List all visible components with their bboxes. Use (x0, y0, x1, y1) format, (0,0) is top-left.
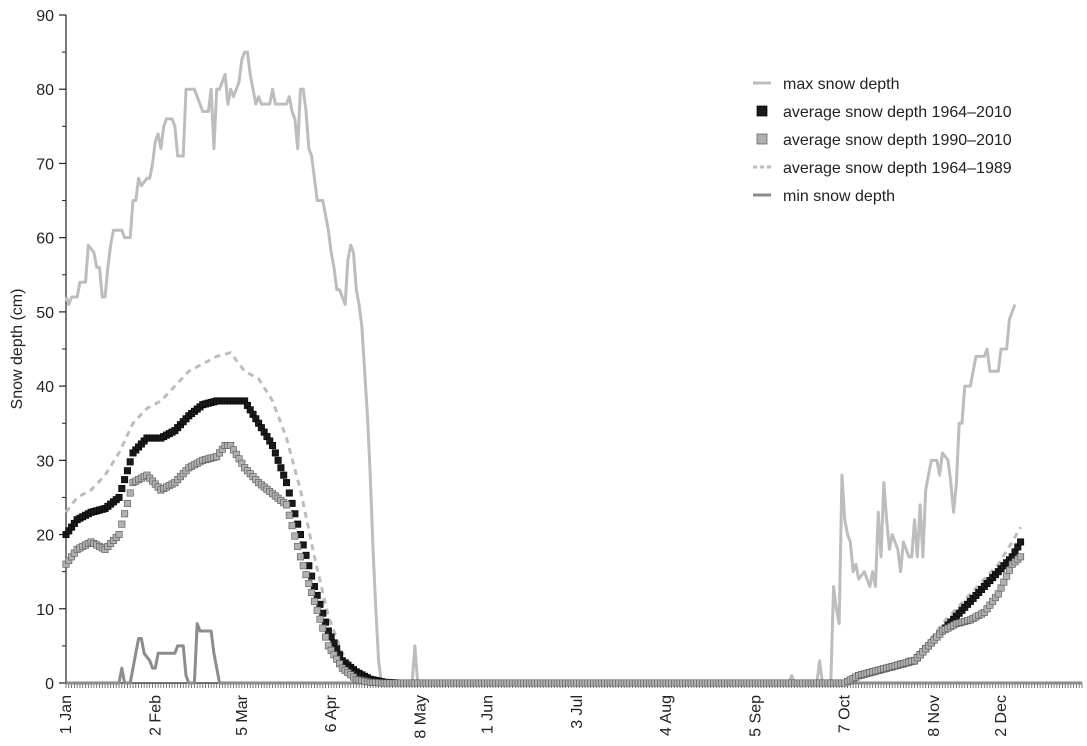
series-2-marker (118, 520, 126, 528)
series-2-marker (316, 615, 324, 623)
series-2-marker (123, 499, 131, 507)
series-2-marker (1017, 553, 1025, 561)
y-tick-label: 30 (36, 453, 54, 470)
x-tick-label: 4 Aug (658, 695, 675, 736)
legend: max snow depth average snow depth 1964–20… (753, 76, 1012, 205)
x-tick-label: 2 Feb (147, 695, 164, 736)
series-2-marker (1003, 572, 1011, 580)
series-2-marker (308, 588, 316, 596)
y-tick-label: 80 (36, 82, 54, 99)
series-2-marker (126, 489, 134, 497)
series-2-marker (294, 542, 302, 550)
series-2-marker (296, 553, 304, 561)
legend-label: max snow depth (783, 76, 900, 93)
series-2-marker (997, 584, 1005, 592)
series-1-marker (277, 464, 285, 472)
series-1-marker (118, 485, 126, 493)
x-tick-label: 7 Oct (837, 694, 854, 733)
series-1-marker (271, 449, 279, 457)
series-2-marker (299, 562, 307, 570)
series-2-marker (1005, 566, 1013, 574)
series-2-marker (302, 571, 310, 579)
series-1-marker (283, 479, 291, 487)
y-tick-label: 90 (36, 8, 54, 25)
y-tick-label: 10 (36, 602, 54, 619)
series-1-marker (274, 456, 282, 464)
series-2-marker (305, 580, 313, 588)
series-2-marker (291, 532, 299, 540)
y-tick-label: 40 (36, 379, 54, 396)
series-layer (62, 50, 1082, 687)
series-0-line (64, 50, 1017, 685)
series-3-line (64, 351, 1022, 685)
x-tick-label: 3 Jul (569, 695, 586, 729)
series-2-marker (288, 522, 296, 530)
series-1-marker (269, 441, 277, 449)
y-axis-title: Snow depth (cm) (9, 289, 26, 410)
series-2-marker (283, 501, 291, 509)
series-2-marker (121, 510, 129, 518)
series-1-marker (126, 458, 134, 466)
series-1-marker (1017, 538, 1025, 546)
x-tick-label: 8 May (412, 695, 429, 739)
legend-label: average snow depth 1964–2010 (783, 104, 1012, 121)
series-1-marker (285, 489, 293, 497)
x-tick-label: 1 Jun (479, 695, 496, 734)
series-2-marker (994, 590, 1002, 598)
series-1-marker (280, 471, 288, 479)
series-2-marker (1000, 578, 1008, 586)
series-1-marker (121, 476, 129, 484)
series-1-marker (123, 467, 131, 475)
x-tick-label: 1 Jan (58, 695, 75, 734)
series-2-marker (115, 531, 123, 539)
y-tick-label: 50 (36, 305, 54, 322)
legend-label: min snow depth (783, 188, 895, 205)
series-2-marker (313, 606, 321, 614)
x-tick-label: 5 Mar (234, 694, 251, 736)
series-2-marker (310, 597, 318, 605)
x-tick-label: 2 Dec (993, 695, 1010, 737)
legend-label: average snow depth 1964–1989 (783, 160, 1012, 177)
x-tick-label: 5 Sep (747, 695, 764, 737)
series-4-line (66, 622, 1082, 685)
legend-swatch-marker (756, 105, 768, 117)
y-tick-label: 0 (45, 676, 54, 693)
y-tick-label: 60 (36, 231, 54, 248)
x-tick-label: 6 Apr (323, 694, 340, 732)
series-2-marker (285, 511, 293, 519)
y-tick-label: 70 (36, 156, 54, 173)
legend-label: average snow depth 1990–2010 (783, 132, 1012, 149)
series-2-marker (322, 633, 330, 641)
series-2-marker (319, 624, 327, 632)
y-tick-label: 20 (36, 528, 54, 545)
series-1-marker (115, 493, 123, 501)
x-tick-label: 8 Nov (926, 695, 943, 737)
legend-swatch-marker (756, 133, 768, 145)
